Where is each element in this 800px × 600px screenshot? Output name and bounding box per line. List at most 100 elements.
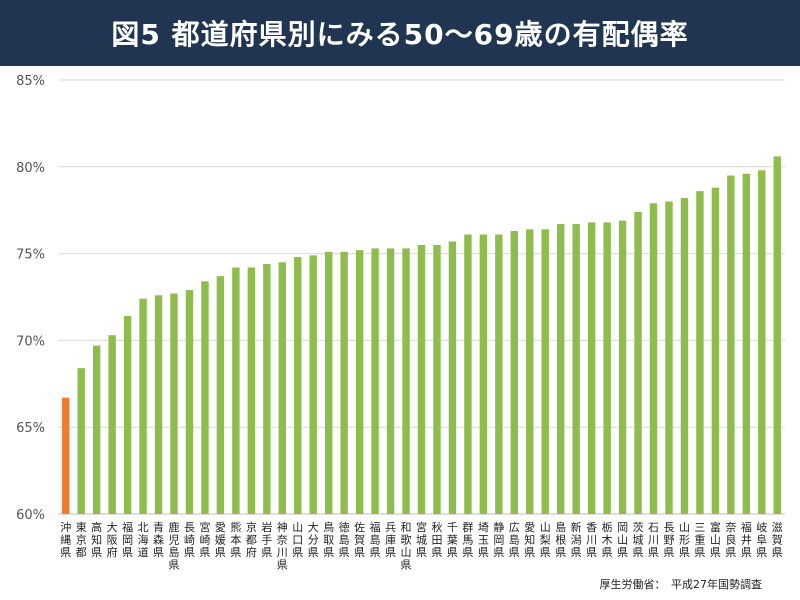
bar-岐阜県: [758, 170, 766, 514]
bar-山口県: [294, 257, 302, 514]
x-tick-label: 山梨県: [540, 521, 551, 559]
bar-大分県: [309, 255, 317, 514]
x-tick-label: 秋田県: [431, 520, 442, 559]
x-tick-label: 奈良県: [725, 520, 736, 559]
x-tick-label: 大分県: [308, 520, 319, 559]
x-tick-label: 長崎県: [184, 521, 195, 559]
x-tick-label: 兵庫県: [385, 521, 396, 559]
bar-三重県: [696, 191, 704, 514]
bar-兵庫県: [386, 248, 395, 514]
x-tick-label: 鹿児島県: [169, 520, 180, 572]
bar-秋田県: [433, 244, 441, 515]
x-tick-label: 愛媛県: [215, 521, 226, 559]
x-tick-label: 富山県: [710, 520, 721, 559]
source-note: 厚生労働省： 平成27年国勢調査: [599, 578, 763, 591]
bar-沖縄県: [62, 397, 70, 514]
bar-島根県: [557, 224, 565, 514]
bar-静岡県: [495, 234, 503, 514]
x-tick-label: 徳島県: [339, 521, 350, 559]
bar-鹿児島県: [170, 293, 178, 514]
x-tick-label: 京都府: [246, 520, 257, 559]
bar-北海道: [139, 298, 147, 514]
x-tick-label: 滋賀県: [772, 521, 783, 559]
x-tick-label: 北海道: [138, 521, 149, 559]
bar-香川県: [587, 222, 596, 515]
x-tick-label: 東京都: [76, 521, 87, 559]
x-tick-label: 青森県: [153, 521, 164, 559]
x-tick-label: 和歌山県: [401, 521, 412, 572]
bar-福井県: [742, 173, 751, 514]
bar-大阪府: [108, 335, 116, 514]
bar-茨城県: [634, 211, 642, 514]
bar-富山県: [711, 187, 720, 514]
x-tick-label: 山口県: [292, 521, 303, 559]
bar-鳥取県: [324, 251, 333, 514]
x-tick-label: 佐賀県: [354, 520, 365, 559]
x-tick-label: 岡山県: [617, 521, 628, 559]
chart-title: 図5 都道府県別にみる50〜69歳の有配偶率: [111, 18, 689, 51]
bar-滋賀県: [773, 156, 781, 514]
bar-山形県: [680, 198, 689, 514]
bar-宮崎県: [201, 281, 209, 514]
bar-広島県: [510, 231, 519, 515]
x-tick-label: 鳥取県: [323, 520, 334, 559]
x-tick-label: 茨城県: [633, 520, 644, 559]
bar-山梨県: [541, 229, 549, 514]
bar-福岡県: [123, 316, 132, 514]
x-tick-label: 熊本県: [230, 520, 241, 559]
x-tick-label: 岩手県: [261, 520, 272, 559]
x-tick-label: 静岡県: [493, 520, 504, 559]
bar-岡山県: [618, 220, 627, 514]
bar-福島県: [371, 248, 379, 514]
x-tick-label: 埼玉県: [478, 520, 489, 559]
x-tick-label: 高知県: [91, 520, 102, 559]
bar-愛媛県: [216, 276, 225, 514]
y-tick-label: 75%: [16, 248, 45, 263]
bar-岩手県: [263, 264, 271, 514]
bar-奈良県: [727, 175, 735, 515]
bar-東京都: [77, 368, 85, 514]
bar-群馬県: [464, 234, 472, 514]
x-tick-label: 福井県: [741, 520, 752, 559]
x-tick-label: 香川県: [586, 521, 597, 559]
bar-長崎県: [185, 290, 194, 514]
bar-和歌山県: [402, 248, 410, 514]
x-tick-label: 福岡県: [122, 520, 133, 559]
x-tick-label: 石川県: [648, 521, 659, 559]
x-tick-label: 長野県: [663, 521, 674, 559]
bar-栃木県: [603, 222, 611, 515]
x-tick-label: 福島県: [370, 520, 381, 559]
x-tick-label: 栃木県: [602, 520, 613, 559]
x-tick-label: 大阪府: [107, 520, 118, 559]
bar-石川県: [649, 203, 658, 515]
x-tick-label: 島根県: [555, 520, 566, 559]
y-tick-label: 85%: [16, 74, 45, 89]
x-tick-label: 愛知県: [524, 521, 535, 559]
x-tick-label: 群馬県: [462, 520, 473, 559]
x-tick-label: 千葉県: [447, 521, 458, 559]
bar-高知県: [92, 345, 101, 514]
bar-京都府: [247, 267, 256, 514]
y-tick-label: 80%: [16, 161, 45, 176]
bar-愛知県: [526, 229, 534, 514]
bar-長野県: [665, 201, 673, 514]
bar-青森県: [154, 295, 163, 514]
x-tick-label: 宮崎県: [199, 520, 210, 559]
bar-神奈川県: [278, 262, 286, 514]
y-tick-label: 70%: [16, 334, 45, 349]
bar-佐賀県: [355, 250, 364, 515]
x-tick-label: 山形県: [679, 521, 690, 559]
x-tick-label: 新潟県: [571, 520, 582, 559]
x-tick-label: 神奈川県: [277, 520, 288, 572]
x-tick-label: 広島県: [509, 521, 520, 559]
bar-徳島県: [340, 251, 348, 514]
x-tick-label: 三重県: [694, 521, 705, 559]
bar-千葉県: [448, 241, 457, 514]
x-tick-label: 宮城県: [416, 520, 427, 559]
y-tick-label: 65%: [16, 421, 45, 436]
header-banner: 図5 都道府県別にみる50〜69歳の有配偶率: [0, 0, 800, 66]
x-tick-label: 岐阜県: [756, 521, 767, 559]
bar-埼玉県: [479, 234, 488, 514]
y-tick-label: 60%: [16, 508, 45, 523]
